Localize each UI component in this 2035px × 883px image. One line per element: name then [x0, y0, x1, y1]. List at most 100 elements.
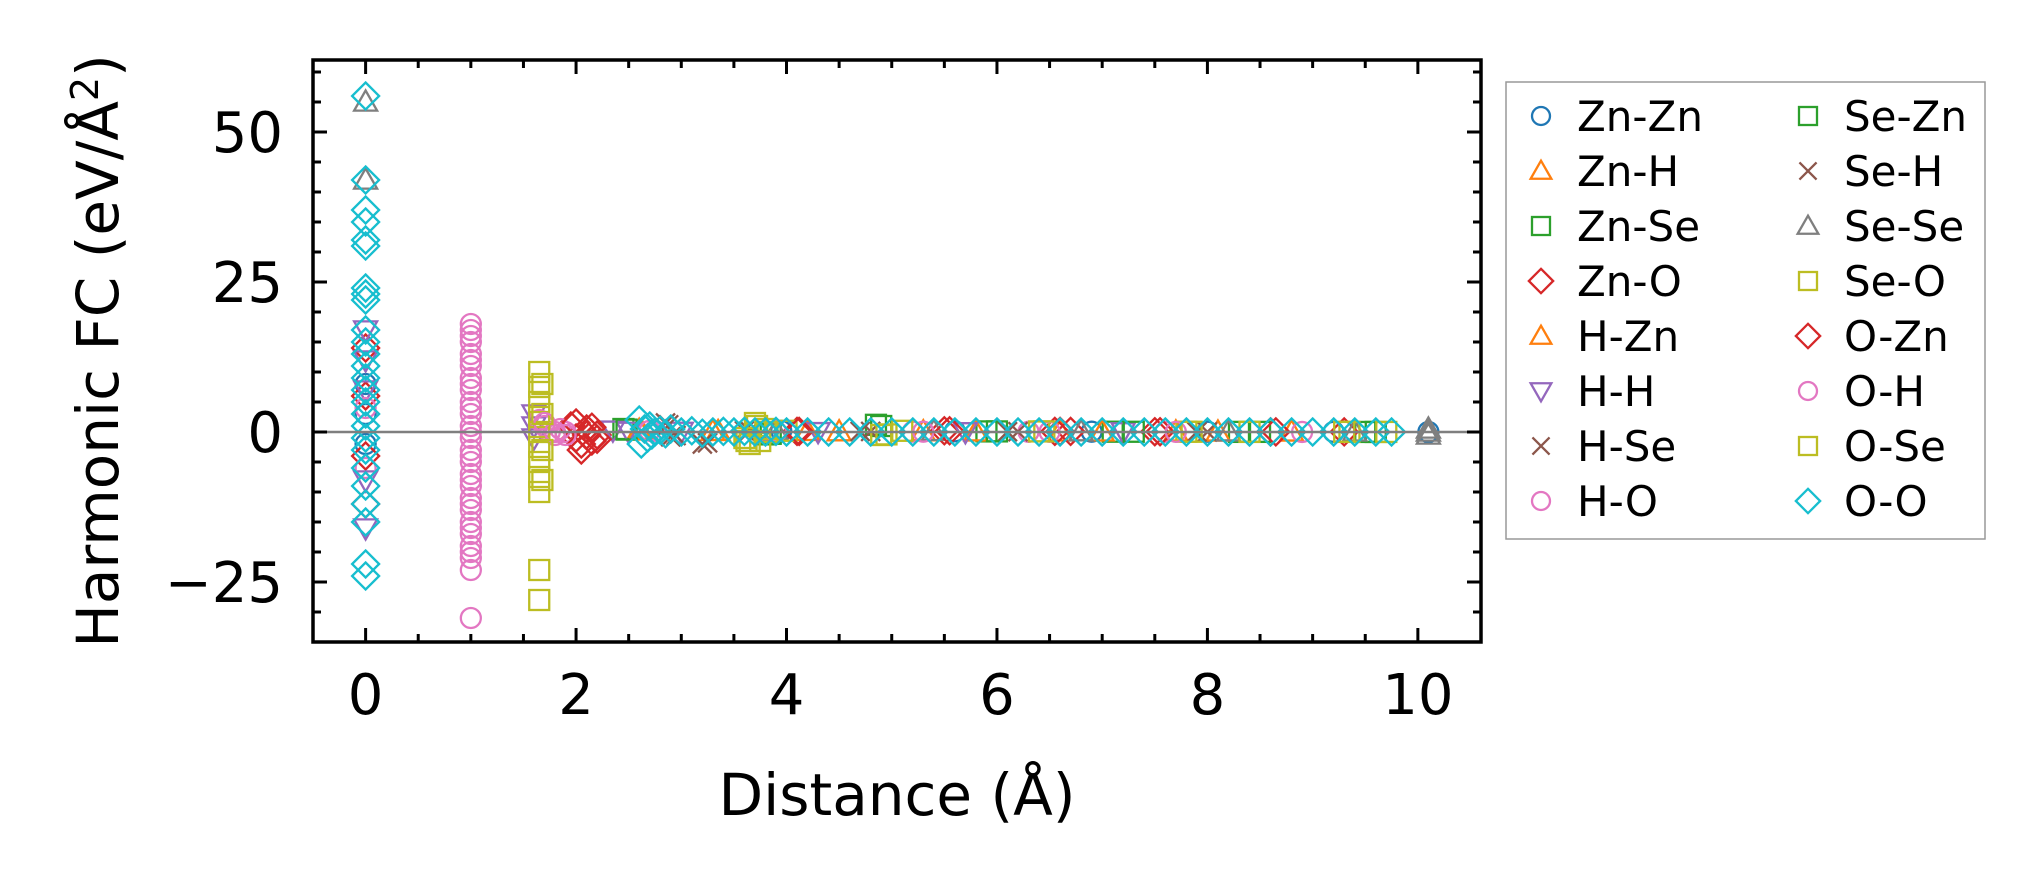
data-point — [1260, 416, 1291, 447]
data-point — [813, 416, 844, 448]
data-point — [554, 423, 577, 447]
data-point — [459, 492, 482, 516]
data-point — [350, 80, 381, 112]
data-point — [1414, 421, 1442, 445]
data-point — [350, 452, 381, 484]
data-point — [1087, 416, 1118, 448]
data-point — [571, 419, 602, 451]
data-point — [897, 416, 928, 448]
data-point — [350, 338, 381, 370]
data-point — [1318, 416, 1349, 448]
legend-item: Se-Zn — [1797, 92, 1967, 141]
data-point — [918, 416, 949, 448]
data-point — [528, 405, 551, 429]
data-point — [1192, 416, 1223, 448]
legend-label: Zn-Se — [1577, 202, 1700, 251]
legend-item: O-H — [1797, 367, 1925, 416]
data-point — [459, 378, 482, 402]
data-point — [1414, 418, 1442, 442]
data-point — [655, 413, 686, 445]
y-tick-label: 25 — [212, 251, 283, 316]
legend-marker — [1798, 161, 1818, 181]
legend-item: O-Se — [1797, 422, 1946, 471]
data-point — [729, 416, 760, 447]
data-point — [350, 380, 381, 412]
data-point — [1214, 418, 1242, 442]
y-tick-label: −25 — [165, 551, 283, 616]
data-point — [459, 606, 482, 630]
x-tick-label: 6 — [979, 663, 1015, 728]
legend-label: H-H — [1577, 367, 1655, 416]
legend-marker — [1797, 270, 1819, 292]
data-point — [528, 390, 551, 414]
data-point — [929, 415, 960, 446]
data-point — [718, 416, 750, 448]
legend-label: Zn-H — [1577, 147, 1679, 196]
data-point — [876, 416, 907, 448]
data-point — [352, 380, 380, 404]
data-point — [459, 462, 482, 486]
data-point — [459, 444, 482, 468]
data-point — [528, 588, 551, 612]
data-point — [459, 396, 482, 420]
legend-item: Se-O — [1797, 257, 1946, 306]
data-point — [459, 450, 482, 474]
data-point — [697, 416, 728, 448]
data-point — [1023, 416, 1055, 448]
data-point — [1044, 416, 1076, 448]
data-point — [1066, 416, 1097, 448]
data-point — [459, 486, 482, 510]
data-point — [459, 366, 482, 390]
data-point — [350, 560, 381, 592]
data-point — [531, 402, 554, 426]
data-point — [459, 534, 482, 558]
y-tick-label: 0 — [247, 401, 283, 466]
legend-marker — [1530, 215, 1552, 237]
data-point — [459, 522, 482, 546]
data-point — [1360, 416, 1391, 448]
axis-ticks — [313, 60, 1481, 642]
y-axis-title-main: Harmonic FC (eV/Å — [63, 101, 132, 648]
data-point — [354, 456, 377, 480]
x-tick-labels: 0 2 4 6 8 10 — [348, 663, 1454, 728]
x-tick-label: 2 — [558, 663, 594, 728]
data-point — [459, 414, 482, 438]
data-point — [459, 558, 482, 582]
data-point — [939, 416, 971, 448]
legend-label: O-Se — [1844, 422, 1946, 471]
legend: Zn-Zn Zn-H Zn-Se Zn-O H-Zn H-H H-Se H-O Se-Zn Se-… — [1505, 81, 1986, 540]
data-point — [459, 498, 482, 522]
data-point — [459, 510, 482, 534]
data-point — [962, 418, 990, 442]
data-point — [1213, 416, 1244, 448]
data-point — [1067, 417, 1095, 442]
data-point — [350, 488, 381, 520]
data-point — [1108, 416, 1139, 448]
data-point — [576, 412, 607, 443]
data-point — [459, 546, 482, 570]
data-point — [350, 374, 381, 406]
data-point — [350, 224, 381, 256]
data-point — [1144, 416, 1176, 447]
data-point — [350, 332, 381, 364]
legend-label: Se-H — [1844, 147, 1943, 196]
legend-marker — [1527, 267, 1555, 295]
data-point — [459, 540, 482, 564]
legend-marker — [1528, 382, 1554, 404]
data-point — [1276, 416, 1307, 448]
data-point — [528, 360, 551, 384]
data-point — [350, 362, 381, 394]
legend-marker — [1794, 322, 1822, 350]
plot-frame — [311, 58, 1483, 644]
data-point — [528, 465, 551, 489]
data-point — [708, 416, 739, 447]
legend-marker — [1530, 105, 1552, 127]
data-point — [676, 415, 707, 446]
series-o-h — [459, 324, 1187, 564]
legend-marker — [1530, 490, 1552, 512]
data-point — [459, 330, 482, 354]
legend-label: Zn-Zn — [1577, 92, 1703, 141]
legend-marker — [1797, 435, 1819, 457]
data-point — [1139, 416, 1170, 447]
